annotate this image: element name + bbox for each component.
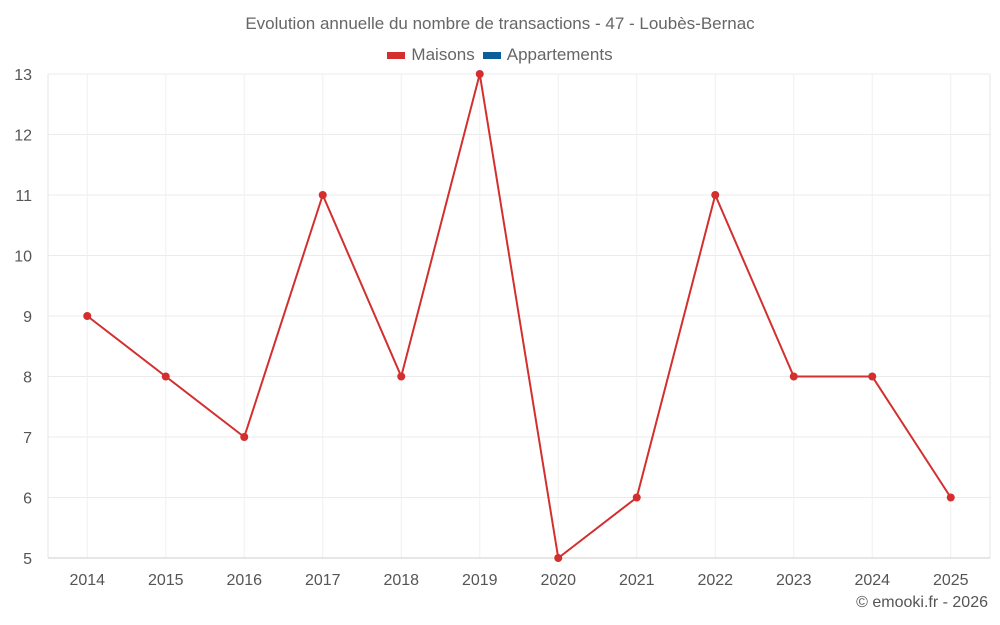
data-point[interactable] [83,312,92,320]
data-point[interactable] [789,372,798,381]
x-tick-label: 2019 [462,572,498,589]
data-point[interactable] [868,372,877,381]
series-line-maisons [86,73,952,559]
legend-swatch-appartements [482,51,501,59]
x-tick-label: 2017 [305,572,341,589]
data-point[interactable] [161,372,170,381]
legend-label-maisons: Maisons [411,45,475,64]
legend-item-appartements[interactable]: Appartements [482,45,613,65]
x-tick-label: 2021 [619,572,655,589]
y-tick-label: 5 [23,551,32,568]
x-tick-label: 2020 [540,572,576,589]
data-point[interactable] [397,372,406,381]
legend-swatch-maisons [387,51,406,59]
data-point[interactable] [318,191,327,199]
x-tick-label: 2014 [69,572,105,589]
y-tick-label: 6 [23,491,32,508]
data-point[interactable] [711,191,720,199]
x-tick-label: 2025 [933,572,969,589]
chart-title: Evolution annuelle du nombre de transact… [245,14,755,33]
data-point[interactable] [554,554,563,562]
legend-item-maisons[interactable]: Maisons [387,45,475,65]
chart-series [83,70,955,562]
x-tick-label: 2016 [226,572,262,589]
x-tick-label: 2024 [854,572,890,589]
x-tick-label: 2023 [776,572,812,589]
y-tick-label: 13 [14,67,32,84]
credit-text: © emooki.fr - 2026 [856,594,988,611]
data-point[interactable] [475,70,484,78]
y-tick-label: 7 [23,430,32,447]
data-point[interactable] [240,433,249,441]
legend-label-appartements: Appartements [506,45,613,64]
chart-legend: Maisons Appartements [0,45,1000,65]
data-point[interactable] [946,493,955,502]
data-point[interactable] [632,493,641,502]
chart-axes: 5 6 7 8 9 10 11 12 13 2014 2015 2016 2017 2018 2019 202… [14,67,990,589]
y-tick-label: 12 [14,128,32,145]
x-tick-label: 2018 [383,572,419,589]
y-tick-label: 10 [14,249,32,266]
y-tick-label: 9 [23,309,32,326]
x-tick-label: 2015 [148,572,184,589]
x-tick-label: 2022 [697,572,733,589]
y-tick-label: 11 [15,188,32,205]
y-tick-label: 8 [23,370,32,387]
